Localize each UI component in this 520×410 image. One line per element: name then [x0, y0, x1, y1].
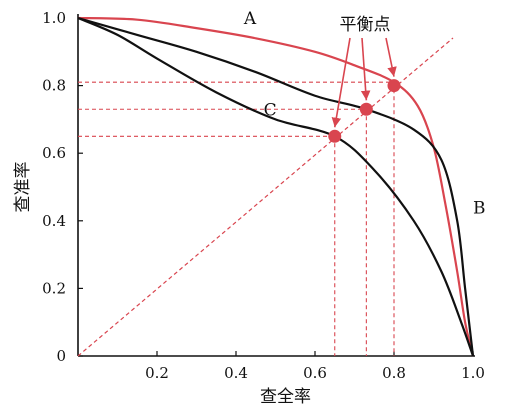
- y-tick-label-5: 1.0: [42, 9, 66, 27]
- curve-label-A: A: [243, 9, 257, 29]
- equilibrium-point-1: [359, 102, 373, 116]
- annotation-arrow-0: [385, 37, 397, 77]
- annotation-arrow-2: [331, 37, 351, 128]
- y-tick-label-1: 0.2: [42, 279, 66, 297]
- x-tick-label-3: 0.8: [382, 364, 406, 382]
- equilibrium-point-2: [328, 129, 342, 143]
- x-tick-label-0: 0.2: [145, 364, 169, 382]
- x-tick-label-2: 0.6: [303, 364, 327, 382]
- x-axis-title: 查全率: [260, 387, 311, 407]
- equilibrium-point-0: [387, 79, 401, 93]
- y-tick-label-0: 0: [56, 347, 66, 365]
- y-axis-title: 查准率: [13, 162, 33, 213]
- annotation-arrow-1: [360, 37, 371, 101]
- x-tick-label-1: 0.4: [224, 364, 248, 382]
- annotation-label: 平衡点: [340, 15, 391, 35]
- y-tick-label-2: 0.4: [42, 212, 66, 230]
- y-tick-label-4: 0.8: [42, 77, 66, 95]
- curve-label-C: C: [264, 100, 277, 120]
- x-tick-label-4: 1.0: [461, 364, 485, 382]
- y-tick-label-3: 0.6: [42, 144, 66, 162]
- curve-label-B: B: [473, 198, 486, 218]
